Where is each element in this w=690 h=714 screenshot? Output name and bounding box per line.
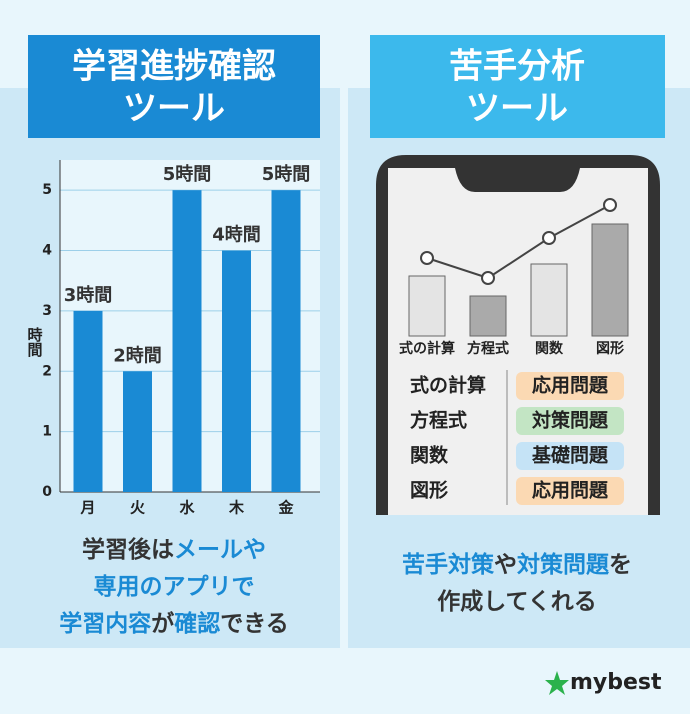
y-axis-label: 時間 bbox=[26, 326, 44, 358]
bar bbox=[73, 310, 103, 492]
caption-text: 対策問題 bbox=[517, 551, 610, 578]
right-title: ツール bbox=[466, 89, 568, 129]
phone-bar bbox=[530, 263, 568, 337]
caption-line: 学習内容が確認できる bbox=[59, 610, 289, 637]
value-label: 5時間 bbox=[163, 164, 212, 185]
right-header bbox=[370, 35, 665, 138]
x-tick-label: 月 bbox=[79, 499, 95, 517]
value-label: 4時間 bbox=[212, 225, 261, 246]
bar bbox=[172, 190, 202, 492]
y-tick-label: 5 bbox=[42, 182, 52, 198]
phone-category: 関数 bbox=[535, 340, 564, 357]
table-subject: 式の計算 bbox=[410, 374, 486, 397]
caption-text: メールや bbox=[174, 537, 266, 563]
tag-box bbox=[516, 442, 624, 470]
caption-line: 作成してくれる bbox=[437, 589, 597, 615]
caption-text: が bbox=[151, 610, 174, 637]
tag-label: 応用問題 bbox=[532, 479, 609, 502]
value-label: 5時間 bbox=[262, 164, 311, 185]
tag-label: 応用問題 bbox=[532, 374, 609, 397]
bar bbox=[123, 371, 152, 492]
bar bbox=[271, 190, 301, 492]
tag-box bbox=[516, 407, 624, 435]
phone-bar bbox=[408, 275, 446, 337]
x-tick-label: 火 bbox=[130, 499, 146, 517]
phone-bar bbox=[469, 295, 507, 337]
table-subject: 関数 bbox=[410, 444, 449, 467]
left-header bbox=[28, 35, 320, 138]
table-subject: 方程式 bbox=[410, 409, 467, 432]
tag-label: 基礎問題 bbox=[531, 444, 609, 467]
caption-text: を bbox=[609, 552, 632, 578]
y-tick-label: 2 bbox=[42, 363, 52, 379]
caption-text: 苦手対策 bbox=[402, 551, 495, 578]
phone-points bbox=[420, 198, 617, 285]
left-title: 学習進捗確認 bbox=[72, 47, 276, 87]
caption-text: や bbox=[494, 552, 517, 578]
y-tick-label: 4 bbox=[42, 243, 52, 259]
y-tick-label: 1 bbox=[42, 424, 52, 440]
y-tick-label: 3 bbox=[42, 303, 52, 319]
tag-label: 対策問題 bbox=[531, 409, 609, 432]
phone-category: 式の計算 bbox=[399, 340, 455, 357]
x-tick-label: 水 bbox=[179, 499, 195, 517]
phone-category: 方程式 bbox=[467, 340, 509, 357]
caption-text: 確認 bbox=[174, 610, 220, 637]
value-label: 2時間 bbox=[113, 345, 162, 366]
right-title: 苦手分析 bbox=[449, 47, 585, 87]
logo: mybest bbox=[570, 670, 662, 695]
phone-line bbox=[426, 204, 611, 280]
phone-category: 図形 bbox=[596, 340, 624, 357]
left-title: ツール bbox=[123, 89, 225, 129]
value-label: 3時間 bbox=[64, 285, 113, 306]
logo-star bbox=[545, 671, 569, 695]
caption-text: 作成してくれる bbox=[437, 589, 597, 615]
caption-text: 学習内容 bbox=[59, 610, 151, 637]
x-tick-label: 木 bbox=[228, 499, 245, 517]
x-tick-label: 金 bbox=[277, 499, 294, 517]
tag-box bbox=[516, 372, 624, 400]
phone-notch bbox=[455, 168, 580, 192]
caption-text: 専用のアプリで bbox=[94, 574, 255, 600]
caption-text: 学習後は bbox=[82, 536, 174, 563]
caption-line: 学習後はメールや bbox=[82, 536, 266, 563]
tag-box bbox=[516, 477, 624, 505]
phone-bar bbox=[591, 223, 629, 337]
bar bbox=[222, 250, 251, 492]
caption-line: 苦手対策や対策問題を bbox=[402, 551, 632, 578]
y-tick-label: 0 bbox=[42, 484, 52, 500]
table-subject: 図形 bbox=[410, 480, 448, 502]
caption-text: できる bbox=[220, 611, 289, 637]
caption-line: 専用のアプリで bbox=[94, 574, 255, 600]
